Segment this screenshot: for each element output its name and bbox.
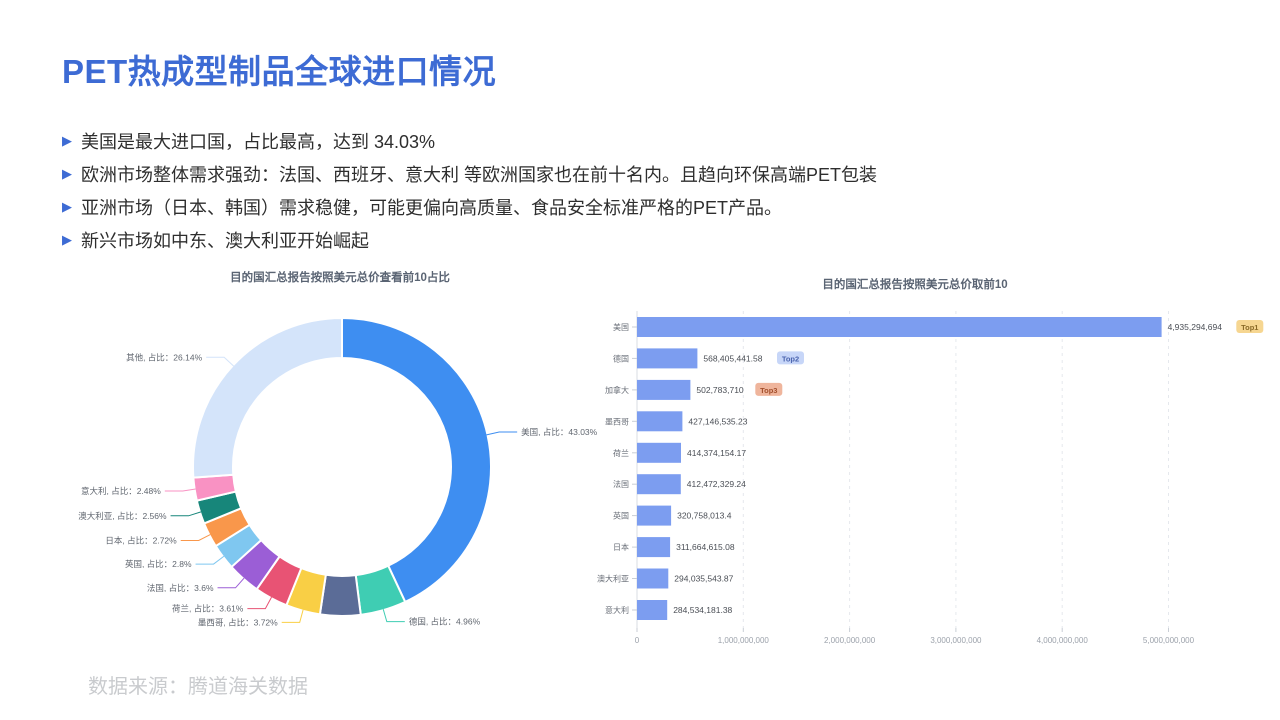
bullet-item: ▶ 美国是最大进口国，占比最高，达到 34.03%: [62, 124, 877, 157]
category-label: 加拿大: [605, 385, 629, 395]
bullet-item: ▶ 欧洲市场整体需求强劲：法国、西班牙、意大利 等欧洲国家也在前十名内。且趋向环…: [62, 157, 877, 190]
category-label: 澳大利亚: [597, 574, 629, 584]
rank-badge: [755, 382, 783, 396]
pie-label-line: [170, 511, 202, 517]
bar-value-label: 414,374,154.17: [687, 448, 746, 458]
bullet-arrow-icon: ▶: [62, 166, 72, 181]
bar-value-label: 568,405,441.58: [703, 353, 762, 363]
bar-value-label: 284,534,181.38: [673, 605, 732, 615]
bar-加拿大[interactable]: [637, 379, 691, 400]
bar-英国[interactable]: [637, 505, 672, 526]
bullet-arrow-icon: ▶: [62, 133, 72, 148]
pie-label-line: [281, 609, 304, 623]
rank-badge-label: Top3: [760, 386, 777, 395]
bullet-arrow-icon: ▶: [62, 199, 72, 214]
bar-value-label: 412,472,329.24: [687, 479, 746, 489]
pie-label: 德国, 占比：4.96%: [409, 617, 481, 627]
data-source-note: 数据来源：腾道海关数据: [88, 676, 308, 698]
x-tick-label: 1,000,000,000: [718, 636, 770, 645]
bar-value-label: 502,783,710: [696, 385, 744, 395]
bar-value-label: 311,664,615.08: [676, 542, 735, 552]
donut-chart-panel: 目的国汇总报告按照美元总价查看前10占比 美国, 占比：43.03% 德国, 占比…: [40, 255, 600, 655]
x-tick-label: 4,000,000,000: [1037, 636, 1089, 645]
pie-label: 美国, 占比：43.03%: [521, 427, 597, 437]
pie-label-line: [195, 555, 225, 565]
pie-segment-美国[interactable]: [341, 317, 492, 603]
category-label: 法国: [613, 479, 629, 489]
pie-segment-加拿大[interactable]: [318, 573, 362, 617]
bar-意大利[interactable]: [637, 600, 668, 620]
pie-label: 墨西哥, 占比：3.72%: [198, 617, 278, 627]
bullet-text: 亚洲市场（日本、韩国）需求稳健，可能更偏向高质量、食品安全标准严格的PET产品。: [81, 197, 783, 218]
x-tick-label: 3,000,000,000: [930, 636, 982, 645]
pie-segment-其他[interactable]: [192, 317, 343, 479]
pie-label-line: [206, 356, 235, 367]
pie-label-line: [164, 488, 196, 492]
pie-label-line: [486, 431, 518, 436]
pie-label-line: [217, 577, 245, 589]
bar-value-label: 427,146,535.23: [688, 416, 747, 426]
category-label: 德国: [613, 353, 629, 363]
bar-美国[interactable]: [637, 317, 1162, 337]
pie-label-line: [382, 609, 405, 623]
donut-chart: 美国, 占比：43.03% 德国, 占比：4.96% 墨西哥, 占比：3.72% 荷兰…: [78, 317, 598, 627]
pie-label: 其他, 占比：26.14%: [126, 352, 202, 362]
bar-chart-title: 目的国汇总报告按照美元总价取前10: [822, 279, 1008, 291]
bullet-text: 新兴市场如中东、澳大利亚开始崛起: [81, 230, 369, 251]
bar-荷兰[interactable]: [637, 442, 681, 463]
bar-chart: 0 1,000,000,000 2,000,000,000 3,000,000,000…: [597, 311, 1264, 645]
pie-label: 意大利, 占比：2.48%: [81, 486, 161, 496]
bar-法国[interactable]: [637, 474, 681, 495]
rank-badge: [777, 351, 804, 365]
category-label: 日本: [613, 542, 629, 552]
bar-墨西哥[interactable]: [637, 411, 683, 432]
pie-label: 英国, 占比：2.8%: [125, 559, 192, 569]
bullet-item: ▶ 新兴市场如中东、澳大利亚开始崛起: [62, 223, 877, 256]
pie-label: 荷兰, 占比：3.61%: [172, 604, 244, 614]
bullet-text: 欧洲市场整体需求强劲：法国、西班牙、意大利 等欧洲国家也在前十名内。且趋向环保高…: [81, 164, 878, 185]
category-label: 荷兰: [613, 448, 629, 458]
bar-德国[interactable]: [637, 348, 698, 369]
bullet-text: 美国是最大进口国，占比最高，达到 34.03%: [81, 131, 436, 152]
rank-badge-label: Top1: [1241, 323, 1258, 332]
bullet-list: ▶ 美国是最大进口国，占比最高，达到 34.03% ▶ 欧洲市场整体需求强劲：法…: [62, 124, 877, 256]
bar-value-label: 320,758,013.4: [677, 511, 732, 521]
x-tick-label: 0: [635, 636, 640, 645]
bar-澳大利亚[interactable]: [637, 568, 669, 589]
category-label: 美国: [613, 322, 629, 332]
pie-label-line: [180, 534, 211, 541]
bar-日本[interactable]: [637, 537, 671, 558]
x-tick-label: 5,000,000,000: [1143, 636, 1195, 645]
donut-chart-title: 目的国汇总报告按照美元总价查看前10占比: [230, 272, 450, 284]
category-label: 意大利: [605, 605, 629, 615]
x-tick-label: 2,000,000,000: [824, 636, 876, 645]
category-label: 墨西哥: [605, 417, 629, 426]
rank-badge: [1236, 320, 1264, 333]
pie-label: 法国, 占比：3.6%: [147, 583, 214, 593]
page-title: PET热成型制品全球进口情况: [62, 53, 497, 90]
rank-badge-label: Top2: [782, 354, 799, 363]
bullet-item: ▶ 亚洲市场（日本、韩国）需求稳健，可能更偏向高质量、食品安全标准严格的PET产…: [62, 190, 877, 223]
category-label: 英国: [613, 511, 629, 521]
pie-label: 澳大利亚, 占比：2.56%: [78, 511, 167, 521]
pie-label: 日本, 占比：2.72%: [105, 535, 177, 545]
bar-chart-panel: 目的国汇总报告按照美元总价取前10 0 1,000,000,000 2,000,00…: [560, 255, 1270, 655]
pie-label-line: [247, 596, 272, 610]
bar-value-label: 294,035,543.87: [674, 574, 733, 584]
bullet-arrow-icon: ▶: [62, 232, 72, 247]
bar-value-label: 4,935,294,694: [1168, 322, 1223, 332]
